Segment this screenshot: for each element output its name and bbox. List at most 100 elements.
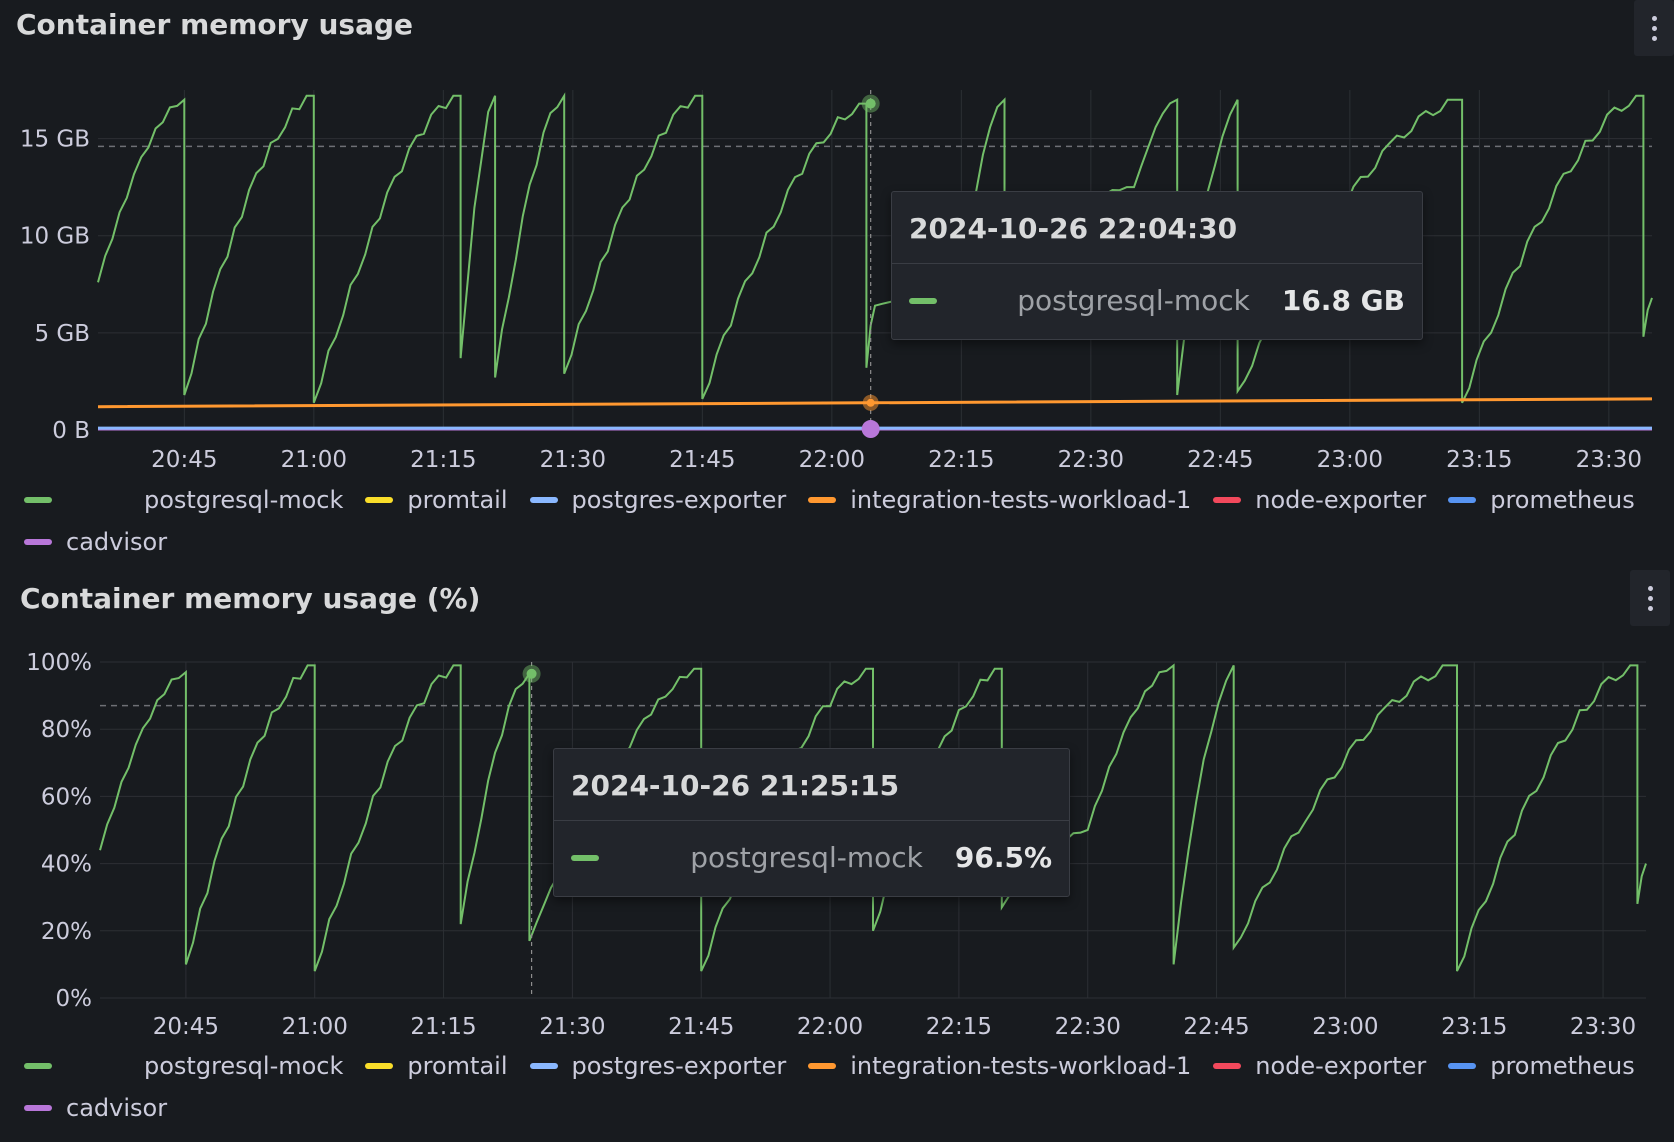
legend-label: integration-tests-workload-1 bbox=[850, 1052, 1192, 1080]
x-tick-label: 22:00 bbox=[797, 1014, 863, 1040]
x-tick-label: 20:45 bbox=[151, 447, 217, 473]
y-tick-label: 0% bbox=[56, 986, 93, 1012]
legend: postgresql-mock promtail postgres-exporter… bbox=[24, 1052, 1654, 1122]
panel-title: Container memory usage (%) bbox=[20, 582, 481, 615]
legend-swatch bbox=[1448, 497, 1477, 503]
legend-item-promtail[interactable]: promtail bbox=[365, 486, 508, 514]
legend-item-postgres-exporter[interactable]: postgres-exporter bbox=[529, 486, 787, 514]
y-tick-label: 10 GB bbox=[20, 224, 90, 250]
x-tick-label: 20:45 bbox=[153, 1014, 219, 1040]
y-tick-label: 0 B bbox=[52, 418, 90, 444]
hover-point bbox=[861, 420, 880, 439]
x-tick-label: 21:30 bbox=[539, 1014, 605, 1040]
legend-swatch bbox=[808, 497, 837, 503]
legend-item-cadvisor[interactable]: cadvisor bbox=[24, 528, 167, 556]
legend-item-integration-tests-workload-1[interactable]: integration-tests-workload-1 bbox=[808, 486, 1191, 514]
x-tick-label: 22:30 bbox=[1055, 1014, 1121, 1040]
legend-label: prometheus bbox=[1490, 1052, 1635, 1080]
series-color-swatch bbox=[909, 297, 937, 304]
x-tick-label: 21:30 bbox=[540, 447, 606, 473]
y-tick-label: 100% bbox=[26, 650, 92, 676]
y-tick-label: 60% bbox=[41, 784, 92, 810]
tooltip-value: 96.5% bbox=[954, 841, 1052, 874]
y-tick-label: 15 GB bbox=[20, 127, 90, 153]
legend-swatch bbox=[808, 1063, 837, 1069]
legend-swatch bbox=[529, 497, 558, 503]
memory-usage-chart[interactable]: 20:45 21:00 21:15 21:30 21:45 22:00 22:15 22:30… bbox=[0, 0, 1674, 473]
legend-item-postgres-exporter[interactable]: postgres-exporter bbox=[529, 1052, 787, 1080]
x-tick-label: 22:15 bbox=[926, 1014, 992, 1040]
panel-menu-button[interactable] bbox=[1630, 570, 1670, 626]
legend-label: postgres-exporter bbox=[571, 486, 787, 514]
legend-swatch bbox=[24, 497, 52, 503]
legend-swatch bbox=[365, 497, 394, 503]
y-tick-label: 40% bbox=[41, 852, 92, 878]
legend-item-postgresql-mock[interactable]: postgresql-mock bbox=[24, 486, 343, 514]
x-tick-label: 21:45 bbox=[669, 447, 735, 473]
x-tick-label: 22:45 bbox=[1187, 447, 1253, 473]
legend-item-postgresql-mock[interactable]: postgresql-mock bbox=[24, 1052, 343, 1080]
legend-swatch bbox=[529, 1063, 558, 1069]
tooltip-series-name: postgresql-mock bbox=[1017, 284, 1250, 317]
x-tick-label: 23:00 bbox=[1312, 1014, 1378, 1040]
legend-item-node-exporter[interactable]: node-exporter bbox=[1213, 486, 1426, 514]
legend-label: postgres-exporter bbox=[571, 1052, 787, 1080]
vertical-ellipsis-icon bbox=[1651, 15, 1657, 41]
legend-swatch bbox=[1213, 1063, 1242, 1069]
tooltip-time: 2024-10-26 22:04:30 bbox=[892, 192, 1422, 264]
legend-label: postgresql-mock bbox=[144, 486, 344, 514]
legend: postgresql-mock promtail postgres-exporter… bbox=[24, 486, 1654, 556]
hover-tooltip: 2024-10-26 21:25:15 postgresql-mock 96.5… bbox=[553, 748, 1070, 897]
legend-item-cadvisor[interactable]: cadvisor bbox=[24, 1094, 167, 1122]
panel-menu-button[interactable] bbox=[1634, 0, 1674, 56]
x-tick-label: 22:45 bbox=[1183, 1014, 1249, 1040]
y-tick-label: 20% bbox=[41, 919, 92, 945]
legend-swatch bbox=[365, 1063, 394, 1069]
x-tick-label: 22:15 bbox=[928, 447, 994, 473]
tooltip-series-name: postgresql-mock bbox=[690, 841, 923, 874]
legend-label: promtail bbox=[407, 486, 508, 514]
memory-usage-panel: Container memory usage 20:45 21:00 21:15 21… bbox=[0, 0, 1674, 570]
legend-item-node-exporter[interactable]: node-exporter bbox=[1213, 1052, 1426, 1080]
legend-label: postgresql-mock bbox=[144, 1052, 344, 1080]
y-tick-label: 5 GB bbox=[34, 321, 90, 347]
legend-swatch bbox=[24, 1063, 52, 1069]
x-tick-label: 23:30 bbox=[1576, 447, 1642, 473]
legend-swatch bbox=[24, 1105, 52, 1111]
legend-item-prometheus[interactable]: prometheus bbox=[1448, 1052, 1635, 1080]
hover-point bbox=[866, 398, 875, 407]
x-tick-label: 21:00 bbox=[281, 447, 347, 473]
legend-swatch bbox=[1448, 1063, 1477, 1069]
tooltip-value: 16.8 GB bbox=[1281, 284, 1405, 317]
hover-point bbox=[526, 668, 537, 679]
x-tick-label: 23:15 bbox=[1441, 1014, 1507, 1040]
x-tick-label: 21:00 bbox=[282, 1014, 348, 1040]
hover-point bbox=[865, 98, 876, 109]
series-color-swatch bbox=[571, 854, 599, 861]
legend-item-promtail[interactable]: promtail bbox=[365, 1052, 508, 1080]
tooltip-row: postgresql-mock 16.8 GB bbox=[892, 264, 1422, 339]
x-tick-label: 21:45 bbox=[668, 1014, 734, 1040]
x-tick-label: 23:15 bbox=[1446, 447, 1512, 473]
x-tick-label: 23:00 bbox=[1317, 447, 1383, 473]
legend-label: cadvisor bbox=[66, 528, 168, 556]
series-line-postgresql-mock bbox=[97, 92, 1653, 404]
legend-label: node-exporter bbox=[1255, 486, 1427, 514]
tooltip-row: postgresql-mock 96.5% bbox=[554, 821, 1069, 896]
legend-label: prometheus bbox=[1490, 486, 1635, 514]
legend-item-prometheus[interactable]: prometheus bbox=[1448, 486, 1635, 514]
memory-usage-percent-panel: Container memory usage (%) 20:45 21:00 21:… bbox=[0, 570, 1674, 1142]
panel-title: Container memory usage bbox=[16, 8, 413, 41]
y-tick-label: 80% bbox=[41, 717, 92, 743]
legend-swatch bbox=[1213, 497, 1242, 503]
legend-label: promtail bbox=[407, 1052, 508, 1080]
legend-label: node-exporter bbox=[1255, 1052, 1427, 1080]
x-tick-label: 23:30 bbox=[1570, 1014, 1636, 1040]
legend-swatch bbox=[24, 539, 52, 545]
x-tick-label: 22:00 bbox=[799, 447, 865, 473]
tooltip-time: 2024-10-26 21:25:15 bbox=[554, 749, 1069, 821]
legend-label: cadvisor bbox=[66, 1094, 168, 1122]
legend-item-integration-tests-workload-1[interactable]: integration-tests-workload-1 bbox=[808, 1052, 1191, 1080]
vertical-ellipsis-icon bbox=[1647, 585, 1653, 611]
legend-label: integration-tests-workload-1 bbox=[850, 486, 1192, 514]
